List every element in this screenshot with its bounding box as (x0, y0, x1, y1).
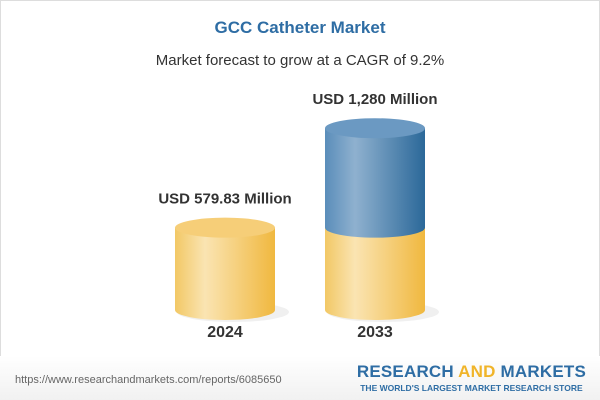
cylinder-top (175, 217, 275, 238)
cylinder-top (325, 118, 425, 139)
cylinder-base-segment (325, 227, 425, 320)
logo-text-and: AND (458, 362, 496, 381)
data-label: USD 1,280 Million (312, 91, 437, 108)
logo-tagline: THE WORLD'S LARGEST MARKET RESEARCH STOR… (360, 383, 583, 393)
logo-text-markets: MARKETS (495, 362, 586, 381)
cylinder-chart: USD 579.83 Million 2024 USD 1,280 Million 2… (158, 91, 439, 341)
chart-title: GCC Catheter Market (214, 18, 386, 37)
data-label: USD 579.83 Million (158, 191, 291, 208)
footer-bar (0, 356, 600, 400)
cylinder-growth-segment (325, 128, 425, 238)
cylinder-base-segment (175, 227, 275, 320)
source-url[interactable]: https://www.researchandmarkets.com/repor… (15, 374, 282, 386)
chart-subtitle: Market forecast to grow at a CAGR of 9.2… (155, 52, 445, 69)
category-label: 2033 (357, 324, 393, 341)
research-and-markets-logo[interactable]: RESEARCH AND MARKETS THE WORLD'S LARGEST… (357, 362, 586, 393)
logo-text: RESEARCH (356, 362, 459, 381)
category-label: 2024 (207, 324, 243, 341)
